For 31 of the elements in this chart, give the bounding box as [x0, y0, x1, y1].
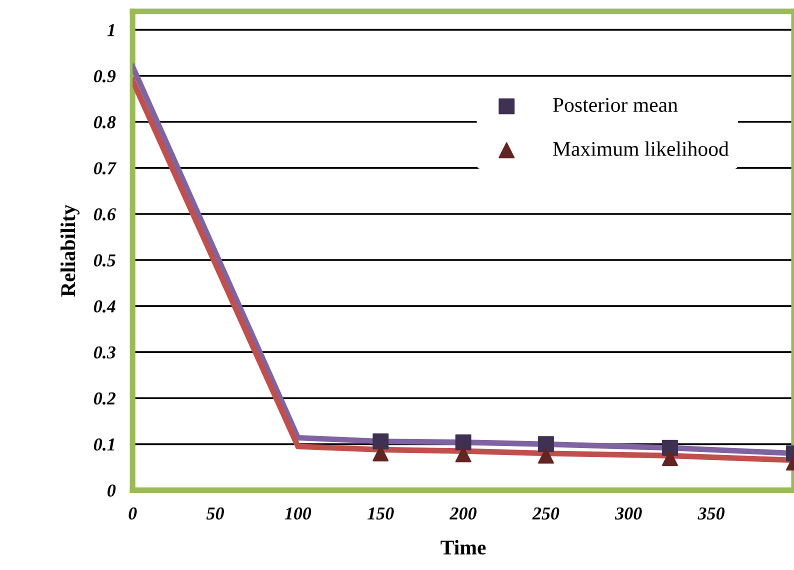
y-tick-label: 0.8 [94, 116, 116, 128]
legend-label: Posterior mean [553, 98, 678, 112]
point [372, 433, 389, 450]
x-tick-label: 150 [368, 507, 394, 520]
point [538, 448, 554, 464]
point [455, 446, 472, 462]
x-tick-label: 50 [206, 507, 224, 520]
x-tick-label: 300 [614, 507, 642, 520]
point [372, 445, 389, 462]
x-tick-label: 0 [128, 507, 137, 520]
y-tick-label: 0.4 [94, 300, 116, 313]
x-tick-label: 200 [450, 507, 477, 520]
legend-label: Maximum likelihood [553, 141, 729, 156]
x-tick-label: 100 [284, 507, 312, 520]
y-tick-label: 0.7 [94, 162, 117, 174]
y-tick-label: 1 [107, 24, 114, 36]
x-axis-title: Time [440, 540, 486, 555]
point [538, 436, 554, 452]
y-tick-label: 0.9 [94, 70, 116, 82]
y-axis-title: Reliability [60, 204, 80, 297]
y-tick-label: 0.2 [94, 392, 116, 405]
point [662, 440, 678, 456]
x-tick-label: 250 [532, 507, 560, 520]
point [662, 450, 678, 466]
y-tick-label: 0.3 [94, 346, 116, 359]
y-tick-label: 0.5 [94, 254, 116, 267]
point [455, 434, 472, 450]
y-tick-label: 0.6 [94, 208, 116, 220]
y-tick-label: 0.1 [94, 438, 114, 451]
x-tick-label: 350 [698, 507, 725, 520]
y-tick-label: 0 [108, 484, 116, 497]
